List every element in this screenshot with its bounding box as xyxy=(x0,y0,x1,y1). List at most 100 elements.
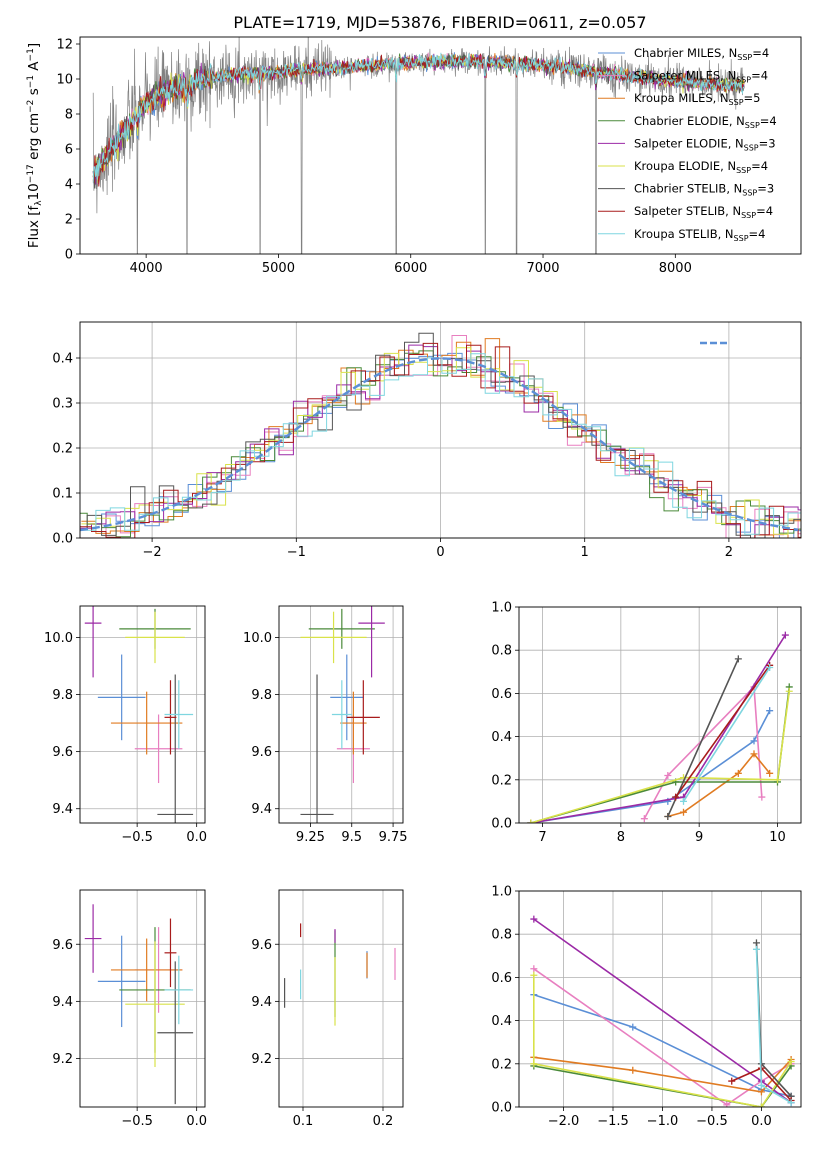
x-tick-label: 9.5 xyxy=(341,830,362,845)
age_vs_Z-plot-area xyxy=(84,606,194,823)
age_vs_mass-plot-area xyxy=(300,606,385,823)
plus-marker xyxy=(664,813,672,821)
y-tick-label: 9.6 xyxy=(52,745,73,760)
histogram-chabrier-stelib xyxy=(80,332,801,538)
weight-line xyxy=(533,968,792,1106)
plus-marker xyxy=(664,771,672,779)
x-tick-label: 0.0 xyxy=(186,830,207,845)
x-tick-label: 2 xyxy=(725,545,733,560)
plus-marker xyxy=(527,819,535,823)
x-tick-label: 0 xyxy=(436,545,444,560)
weight-line xyxy=(533,993,792,1097)
mass_vs_ebv-plot-area xyxy=(284,923,396,1026)
age-vs-mass-panel: 9.25 9.5 9.75 9.4 9.6 9.8 10.0 xyxy=(243,605,408,845)
x-tick-label: 0.0 xyxy=(751,1114,772,1129)
plus-marker xyxy=(640,815,648,823)
y-tick-label: 9.8 xyxy=(251,688,272,703)
plus-marker xyxy=(757,1081,765,1089)
x-tick-label: 9.25 xyxy=(296,830,325,845)
plus-marker xyxy=(530,965,538,973)
normal-distribution-curve xyxy=(80,357,799,532)
y-tick-label: 0.2 xyxy=(52,442,73,457)
legend-entry: Chabrier ELODIE, NSSP=4 xyxy=(634,114,777,130)
y-tick-label: 10.0 xyxy=(243,631,272,646)
x-tick-label: −0.5 xyxy=(121,830,153,845)
y-tick-label: 0.2 xyxy=(491,1057,512,1072)
x-tick-label: 8000 xyxy=(659,261,692,276)
plus-marker xyxy=(680,808,687,816)
plus-marker xyxy=(680,797,687,805)
x-tick-label: 1 xyxy=(581,545,589,560)
y-tick-label: 10 xyxy=(56,73,73,88)
figure-title: PLATE=1719, MJD=53876, FIBERID=0611, z=0… xyxy=(233,13,646,32)
residuals-panel: −2 −1 0 1 2 0.0 0.1 0.2 0.3 0.4 xyxy=(52,321,802,560)
legend-entry: Kroupa STELIB, NSSP=4 xyxy=(634,227,765,243)
plus-marker xyxy=(774,776,781,784)
plus-marker xyxy=(672,793,680,801)
plus-marker xyxy=(752,939,760,947)
mass_vs_ebv-axes-frame xyxy=(278,889,404,1108)
y-tick-label: 9.6 xyxy=(251,938,272,953)
mass-vs-extinction-panel: 0.1 0.2 9.2 9.4 9.6 xyxy=(251,889,404,1129)
plus-marker xyxy=(757,1103,765,1107)
residuals-plot-area xyxy=(80,332,801,538)
y-tick-label: 9.4 xyxy=(251,995,272,1010)
x-tick-label: 8 xyxy=(617,830,625,845)
plus-marker xyxy=(766,663,774,671)
plus-marker xyxy=(734,769,742,777)
y-axis-label: Flux [fλ10−17 erg cm−2 s−1 A−1] xyxy=(26,43,44,248)
x-tick-label: −1 xyxy=(287,545,306,560)
y-tick-label: 9.2 xyxy=(251,1052,272,1067)
plus-marker xyxy=(781,631,789,639)
x-tick-label: 0.2 xyxy=(373,1114,394,1129)
plus-marker xyxy=(530,1060,538,1068)
y-tick-label: 0.4 xyxy=(491,1014,512,1029)
y-tick-label: 0.2 xyxy=(491,773,512,788)
legend-entry: Salpeter STELIB, NSSP=4 xyxy=(634,204,773,220)
y-tick-label: 9.2 xyxy=(52,1052,73,1067)
x-tick-label: 7 xyxy=(538,830,546,845)
y-tick-label: 0.4 xyxy=(491,730,512,745)
spectrum-plot-area xyxy=(92,37,745,254)
legend-entry: Kroupa ELODIE, NSSP=4 xyxy=(634,159,768,175)
weight-line xyxy=(682,667,771,802)
x-tick-label: −2.0 xyxy=(548,1114,580,1129)
x-tick-label: −1.0 xyxy=(647,1114,679,1129)
y-tick-label: 1.0 xyxy=(491,601,512,616)
plus-marker xyxy=(787,1058,795,1066)
x-tick-label: 9.75 xyxy=(379,830,408,845)
y-tick-label: 0.0 xyxy=(491,817,512,832)
y-tick-label: 6 xyxy=(65,143,73,158)
x-tick-label: 4000 xyxy=(130,261,163,276)
plus-marker xyxy=(766,707,774,715)
x-tick-label: 0.1 xyxy=(293,1114,314,1129)
histogram-chabrier-elodie xyxy=(80,350,801,538)
weight-line xyxy=(530,710,771,823)
residuals-axes-frame xyxy=(79,321,802,539)
spectrum-legend: Chabrier MILES, NSSP=4 Salpeter MILES, NS… xyxy=(598,46,777,243)
x-tick-label: −0.5 xyxy=(121,1114,153,1129)
y-tick-label: 0.0 xyxy=(491,1101,512,1116)
plus-marker xyxy=(734,655,742,663)
weight-line xyxy=(667,658,740,817)
legend-entry: Chabrier MILES, NSSP=4 xyxy=(634,46,769,62)
x-tick-label: −0.5 xyxy=(696,1114,728,1129)
x-tick-label: 0.0 xyxy=(186,1114,207,1129)
legend-entry: Salpeter ELODIE, NSSP=3 xyxy=(634,136,776,152)
x-tick-label: −2 xyxy=(143,545,162,560)
plus-marker xyxy=(757,1088,765,1096)
y-tick-label: 10.0 xyxy=(44,631,73,646)
plus-marker xyxy=(750,750,758,758)
y-tick-label: 9.6 xyxy=(52,938,73,953)
y-tick-label: 2 xyxy=(65,213,73,228)
weight_vs_age-axes-frame xyxy=(518,606,802,824)
y-tick-label: 4 xyxy=(65,178,73,193)
x-tick-label: 9 xyxy=(695,830,703,845)
legend-entry: Salpeter MILES, NSSP=4 xyxy=(634,69,768,85)
y-tick-label: 1.0 xyxy=(491,885,512,900)
plus-marker xyxy=(723,1101,731,1107)
age-vs-metallicity-panel: −0.5 0.0 9.4 9.6 9.8 10.0 xyxy=(44,605,207,845)
plus-marker xyxy=(787,1099,795,1107)
plus-marker xyxy=(530,915,538,923)
